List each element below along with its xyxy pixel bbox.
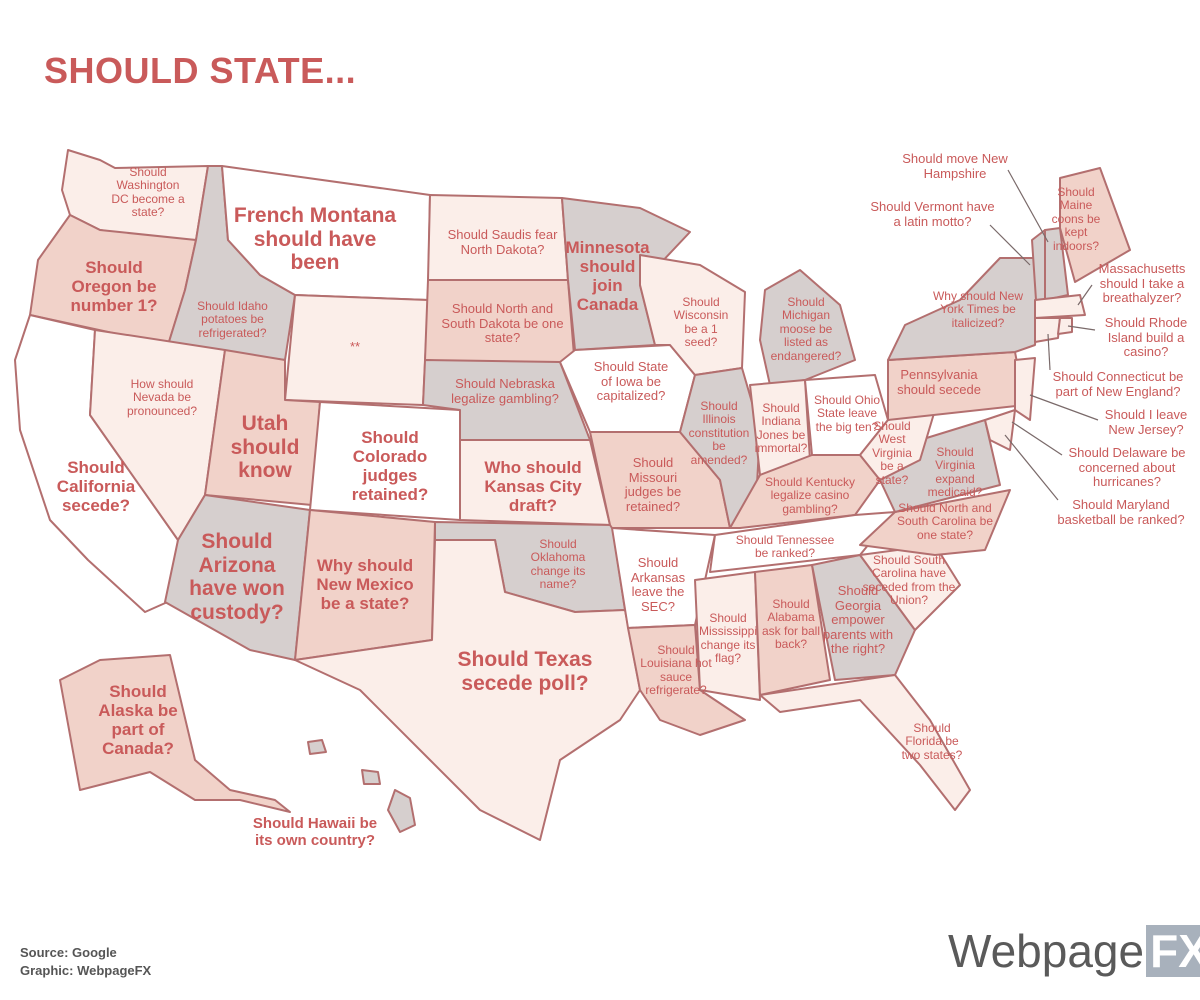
- label-missouri: Should Missouri judges be retained?: [624, 455, 682, 514]
- state-florida[interactable]: [759, 674, 971, 811]
- label-iowa: Should State of Iowa be capitalized?: [593, 359, 669, 404]
- label-minnesota: Minnesota should join Canada: [565, 238, 650, 315]
- label-new-jersey: Should I leave New Jersey?: [1104, 407, 1188, 437]
- label-new-hampshire: Should move New Hampshire: [902, 151, 1008, 181]
- label-arkansas: Should Arkansas leave the SEC?: [630, 555, 686, 614]
- label-wisconsin: Should Wisconsin be a 1 seed?: [673, 295, 729, 350]
- label-new-mexico: Why should New Mexico be a state?: [316, 556, 414, 614]
- state-rhode-island[interactable]: [1057, 317, 1073, 335]
- label-hawaii: Should Hawaii be its own country?: [252, 815, 378, 849]
- label-california: Should California secede?: [56, 458, 136, 516]
- state-georgia[interactable]: [811, 554, 916, 681]
- label-oklahoma: Should Oklahoma change its name?: [530, 537, 586, 592]
- state-new-hampshire[interactable]: [1044, 227, 1069, 301]
- label-nebraska: Should Nebraska legalize gambling?: [451, 376, 559, 406]
- label-nevada: How should Nevada be pronounced?: [126, 377, 198, 418]
- label-north-carolina: Should North and South Carolina be one s…: [896, 501, 994, 542]
- label-washington: Should Washington DC become a state?: [111, 165, 185, 220]
- label-montana: French Montana should have been: [233, 204, 397, 275]
- label-maine: Should Maine coons be kept indoors?: [1051, 185, 1101, 253]
- state-mississippi[interactable]: [694, 571, 761, 701]
- label-idaho: Should Idaho potatoes be refrigerated?: [197, 299, 268, 340]
- state-maine[interactable]: [1059, 167, 1131, 283]
- state-north-carolina[interactable]: [859, 489, 1011, 556]
- label-illinois: Should Illinois constitution be amended?: [688, 399, 750, 467]
- label-colorado: Should Colorado judges retained?: [351, 428, 429, 505]
- label-alabama: Should Alabama ask for ball back?: [761, 597, 821, 652]
- brand-suffix: FX: [1146, 925, 1200, 977]
- label-oregon: Should Oregon be number 1?: [70, 258, 158, 316]
- label-delaware: Should Delaware be concerned about hurri…: [1068, 445, 1186, 490]
- source-credits: Source: Google Graphic: WebpageFX: [20, 944, 151, 979]
- label-mississippi: Should Mississippi change its flag?: [698, 611, 757, 666]
- state-connecticut[interactable]: [1034, 317, 1061, 343]
- label-indiana: Should Indiana Jones be immortal?: [754, 401, 808, 456]
- label-massachusetts: Massachusetts should I take a breathalyz…: [1098, 261, 1186, 306]
- label-pennsylvania: Pennsylvania should secede: [897, 367, 981, 397]
- leader-lines: [989, 169, 1099, 501]
- label-utah: Utah should know: [230, 412, 300, 483]
- label-arizona: Should Arizona have won custody?: [189, 530, 285, 624]
- label-virginia: Should Virginia expand medicaid?: [927, 445, 983, 500]
- label-ohio: Should Ohio State leave the big ten?: [813, 393, 881, 434]
- label-louisiana: Should Louisiana hot sauce refrigerate?: [640, 643, 712, 698]
- label-connecticut: Should Connecticut be part of New Englan…: [1052, 369, 1184, 399]
- graphic-text: Graphic: WebpageFX: [20, 962, 152, 978]
- state-maryland[interactable]: [984, 409, 1016, 451]
- label-michigan: Should Michigan moose be listed as endan…: [770, 295, 842, 363]
- label-kansas: Who should Kansas City draft?: [484, 458, 582, 516]
- state-hawaii-big-island[interactable]: [387, 789, 416, 833]
- state-louisiana[interactable]: [627, 624, 746, 736]
- label-tennessee: Should Tennessee be ranked?: [735, 533, 835, 561]
- label-alaska: Should Alaska be part of Canada?: [98, 682, 178, 759]
- brand-name: Webpage: [948, 925, 1145, 977]
- state-alaska[interactable]: [59, 654, 291, 813]
- state-massachusetts[interactable]: [1034, 294, 1086, 319]
- label-west-virginia: Should West Virginia be a state?: [872, 419, 912, 487]
- label-florida: Should Florida be two states?: [901, 721, 963, 762]
- label-maryland: Should Maryland basketball be ranked?: [1057, 497, 1185, 527]
- source-text: Source: Google: [20, 945, 117, 960]
- label-wyoming: **: [349, 339, 361, 354]
- page-title: SHOULD STATE...: [44, 50, 357, 91]
- label-new-york: Why should New York Times be italicized?: [932, 289, 1024, 330]
- webpagefx-logo: Webpage FX: [948, 924, 1200, 978]
- label-north-dakota: Should Saudis fear North Dakota?: [447, 227, 558, 257]
- label-south-dakota: Should North and South Dakota be one sta…: [441, 301, 564, 346]
- label-texas: Should Texas secede poll?: [457, 648, 593, 695]
- label-georgia: Should Georgia empower parents with the …: [822, 583, 894, 657]
- state-hawaii-maui[interactable]: [361, 769, 381, 785]
- state-hawaii-oahu[interactable]: [307, 739, 327, 755]
- state-alabama[interactable]: [754, 564, 831, 696]
- state-new-jersey[interactable]: [1014, 357, 1036, 421]
- label-vermont: Should Vermont have a latin motto?: [870, 199, 995, 229]
- state-michigan[interactable]: [759, 269, 856, 386]
- state-texas[interactable]: [294, 539, 641, 841]
- label-rhode-island: Should Rhode Island build a casino?: [1104, 315, 1188, 360]
- state-west-virginia[interactable]: [859, 409, 936, 481]
- label-kentucky: Should Kentucky legalize casino gambling…: [764, 475, 856, 516]
- label-south-carolina: Should South Carolina have seceded from …: [862, 553, 956, 608]
